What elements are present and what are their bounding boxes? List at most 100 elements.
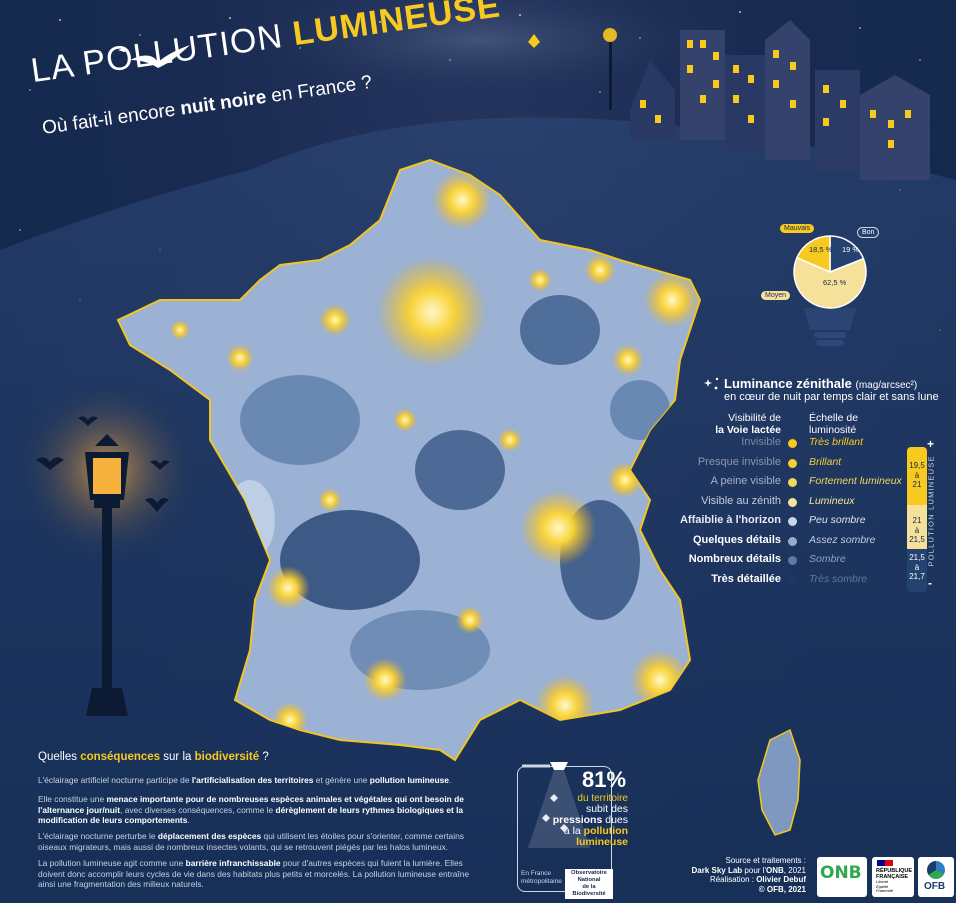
lamp-light xyxy=(93,458,121,494)
quality-pie-bulb xyxy=(793,235,867,346)
legend-dot-7 xyxy=(788,575,797,585)
scale-band-dark xyxy=(907,549,927,592)
legend-level-7: Très sombre xyxy=(809,572,868,585)
bio-paragraph-2: Elle constitue une menace importante pou… xyxy=(38,794,478,826)
legend-dots-column xyxy=(787,436,801,596)
stat-footer-right2: de la Biodiversité xyxy=(572,884,606,897)
legend-title-text: Luminance zénithale xyxy=(724,376,852,391)
bulb-base xyxy=(804,308,856,330)
legend-visibility-1: Presque invisible xyxy=(697,455,781,468)
scale-band3-mid: à xyxy=(914,562,920,572)
scale-band2-bottom: 21,5 xyxy=(909,535,925,544)
legend-level-6: Sombre xyxy=(809,553,846,565)
stat-text: du territoire subit des pressions dues à… xyxy=(548,793,628,848)
stat-line2: subit des xyxy=(585,803,628,815)
stat-line4a: à la xyxy=(563,825,584,837)
scale-band-bright xyxy=(907,447,927,505)
rf-text: RÉPUBLIQUE FRANÇAISE Liberté Égalité Fra… xyxy=(876,868,912,894)
p2-e: . xyxy=(187,815,190,825)
p4-a: La pollution lumineuse agit comme une xyxy=(38,858,186,868)
legend-visibility-column: Invisible Presque invisible A peine visibl… xyxy=(600,436,781,596)
stat-footer-right: Observatoire National de la Biodiversité xyxy=(565,869,613,899)
p1-d: pollution lumineuse xyxy=(369,775,449,785)
col-head-visibility-line2: la Voie lactée xyxy=(715,424,781,436)
pie-chart xyxy=(793,235,867,309)
pie-value-bon: 19 % xyxy=(842,245,860,254)
credit-line2d: , 2021 xyxy=(783,865,806,875)
onb-logo: ONB xyxy=(817,857,867,897)
col-head-scale: Échelle de luminosité xyxy=(809,412,858,436)
scale-band1-labels: 19,5 à 21 xyxy=(907,461,927,490)
stat-line3b: dues xyxy=(602,814,628,826)
rf-line2: FRANÇAISE xyxy=(876,874,909,880)
pie-label-mauvais: Mauvais xyxy=(780,224,815,233)
legend-level-3: Lumineux xyxy=(809,494,855,507)
bird-small-icon xyxy=(118,48,128,52)
credit-line1: Source et traitements : xyxy=(725,856,806,865)
credit-line2b: pour l' xyxy=(742,865,766,875)
p3-c: qui utilisent les étoiles pour s'oriente… xyxy=(38,831,464,852)
legend-unit: (mag/arcsec²) xyxy=(855,380,918,391)
legend-dot-0 xyxy=(788,439,797,448)
pie-value-mauvais: 18,5 % xyxy=(809,245,833,254)
legend-visibility-2: A peine visible xyxy=(710,475,781,487)
pie-slice-2 xyxy=(793,256,867,309)
legend-visibility-5: Quelques détails xyxy=(692,533,781,546)
pie-value-moyen: 62,5 % xyxy=(823,278,847,287)
bio-title-em2: biodiversité xyxy=(194,751,260,763)
scale-band3-top: 21,5 xyxy=(909,553,925,562)
legend-visibility-4: Affaiblie à l'horizon xyxy=(679,514,781,526)
pie-slice-1 xyxy=(829,235,865,274)
legend-visibility-0: Invisible xyxy=(741,436,781,448)
scale-band-medium xyxy=(907,505,927,549)
ofb-logo-mark xyxy=(927,861,945,879)
bio-paragraph-3: L'éclairage nocturne perturbe le déplace… xyxy=(38,831,478,852)
scale-vertical-label: POLLUTION LUMINEUSE xyxy=(926,455,936,567)
stars xyxy=(19,11,941,331)
credit-line2a: Dark Sky Lab xyxy=(691,865,743,875)
scale-band3-labels: 21,5 à 21,7 xyxy=(907,553,927,582)
legend-subtitle: en cœur de nuit par temps clair et sans … xyxy=(724,391,939,403)
rf-motto1: Liberté xyxy=(876,879,889,884)
p1-c: et génère une xyxy=(313,775,370,785)
scale-band1-bottom: 21 xyxy=(912,480,922,489)
scale-band1-mid: à xyxy=(914,470,920,480)
legend-level-0: Très brillant xyxy=(809,436,864,448)
credit-line2c: ONB xyxy=(765,865,784,875)
legend-title: Luminance zénithale (mag/arcsec²) xyxy=(724,376,917,391)
rf-flag-red xyxy=(885,860,893,866)
luminosity-scale-bar xyxy=(907,447,927,592)
p2-a: Elle constitue une xyxy=(38,794,107,804)
legend-level-5: Assez sombre xyxy=(809,533,876,546)
rf-motto3: Fraternité xyxy=(876,888,894,893)
p2-c: , avec diverses conséquences, comme le xyxy=(120,804,276,815)
ofb-logo: OFB xyxy=(918,857,954,897)
bats xyxy=(36,416,170,512)
biodiversity-title: Quelles conséquences sur la biodiversité… xyxy=(38,751,269,763)
p1-a: L'éclairage artificiel nocturne particip… xyxy=(38,775,192,785)
credit-line3a: Réalisation : xyxy=(709,875,757,884)
stat-line3a: pressions xyxy=(552,814,603,826)
bio-title-mid: sur la xyxy=(160,751,195,763)
col-head-visibility: Visibilité de la Voie lactée xyxy=(715,412,781,436)
p1-e: . xyxy=(448,775,452,785)
legend-dot-6 xyxy=(788,556,797,565)
bio-title-em1: conséquences xyxy=(80,751,161,763)
stat-footer-right1: Observatoire National xyxy=(571,870,607,883)
ofb-logo-text: OFB xyxy=(924,881,946,892)
col-head-scale-line1: Échelle de xyxy=(809,412,859,424)
stat-line1: du territoire xyxy=(577,793,628,804)
bio-paragraph-4: La pollution lumineuse agit comme une ba… xyxy=(38,858,478,890)
scale-band2-top: 21 xyxy=(912,516,922,525)
rf-motto: Liberté Égalité Fraternité xyxy=(876,879,912,894)
legend-visibility-3: Visible au zénith xyxy=(701,494,781,507)
bird-icon xyxy=(130,45,190,68)
scale-plus: + xyxy=(927,437,935,451)
onb-logo-text: ONB xyxy=(820,863,862,883)
stat-line5: lumineuse xyxy=(576,836,628,848)
republique-francaise-logo: RÉPUBLIQUE FRANÇAISE Liberté Égalité Fra… xyxy=(872,857,914,897)
legend-dot-4 xyxy=(788,517,797,526)
legend-level-1: Brillant xyxy=(809,455,842,468)
